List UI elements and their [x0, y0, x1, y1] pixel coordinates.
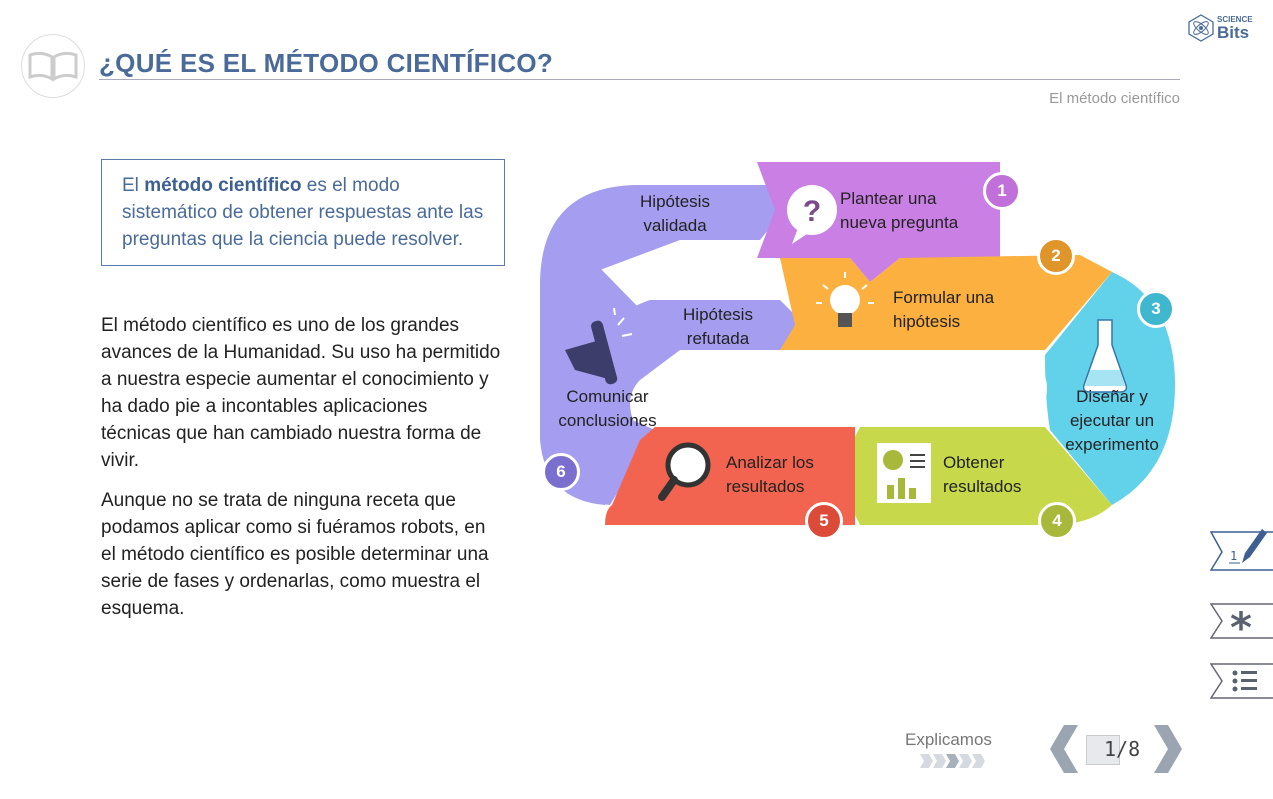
logo-text-top: SCIENCE: [1217, 14, 1253, 24]
lightbulb-icon: [816, 272, 874, 327]
stage-1-shape: [757, 162, 1000, 282]
page-number-input[interactable]: [1086, 735, 1120, 765]
section-label: Explicamos: [905, 730, 992, 749]
stage-6-shape: [540, 185, 800, 505]
progress-chevron: [959, 754, 972, 768]
step-5-label: Analizar los resultados: [726, 453, 814, 496]
progress-chevron: [946, 754, 959, 768]
definition-term: método científico: [144, 175, 302, 196]
stage-6-refuted: [660, 300, 795, 350]
title-divider: [99, 79, 1180, 80]
stage-5-shape: [605, 427, 855, 525]
megaphone-icon: [565, 307, 633, 385]
page-indicator: 1/8: [1104, 737, 1140, 761]
list-icon: [1232, 670, 1257, 692]
stage-4-shape: [835, 427, 1112, 525]
asterisk-icon: *: [1230, 603, 1252, 640]
step-3-badge: 3: [1137, 290, 1175, 328]
progress-chevron: [920, 754, 933, 768]
section-subtitle: El método científico: [1049, 90, 1180, 107]
definition-box: El método científico es el modo sistemát…: [101, 159, 505, 266]
definition-pre: El: [122, 175, 145, 196]
step-2-label: Formular una hipótesis: [893, 288, 995, 331]
step-5-badge: 5: [805, 502, 843, 540]
hypothesis-refuted-label: Hipótesis refutada: [683, 305, 753, 348]
book-icon: [21, 34, 85, 98]
science-bits-logo[interactable]: SCIENCE Bits: [1188, 14, 1253, 42]
hypothesis-validated-label: Hipótesis validada: [640, 192, 710, 235]
step-6-label: Comunicar conclusiones: [558, 387, 657, 430]
pencil-icon: [1242, 529, 1267, 563]
definition-post: es el modo sistemático de obtener respue…: [122, 175, 484, 250]
index-button[interactable]: [1209, 662, 1273, 700]
stage-2-shape: [780, 255, 1112, 350]
page-current: 1: [1104, 737, 1117, 761]
atom-icon: [1188, 14, 1214, 42]
flask-icon: [1082, 319, 1128, 393]
step-4-badge: 4: [1038, 502, 1076, 540]
report-chart-icon: [877, 443, 931, 503]
progress-chevron: [972, 754, 985, 768]
key-points-button[interactable]: *: [1209, 602, 1273, 652]
progress-chevrons: [920, 754, 986, 773]
page-total: /8: [1116, 737, 1141, 761]
step-1-badge: 1: [983, 172, 1021, 210]
page-title: ¿QUÉ ES EL MÉTODO CIENTÍFICO?: [99, 48, 554, 78]
prev-page-button[interactable]: [1050, 725, 1078, 778]
step-3-label: Diseñar y ejecutar un experimento: [1065, 387, 1159, 454]
step-4-label: Obtener resultados: [943, 453, 1022, 496]
progress-chevron: [933, 754, 946, 768]
next-page-button[interactable]: [1154, 725, 1182, 778]
center-hole: [672, 352, 1047, 425]
logo-text-bottom: Bits: [1217, 22, 1250, 42]
step-1-label: Plantear una nueva pregunta: [840, 189, 959, 232]
stage-6-main: [540, 185, 775, 505]
body-paragraph: El método científico es uno de los grand…: [101, 315, 501, 471]
step-2-badge: 2: [1037, 237, 1075, 275]
body-paragraph: Aunque no se trata de ninguna receta que…: [101, 490, 489, 619]
magnifier-icon: [658, 442, 711, 501]
step-6-badge: 6: [542, 453, 580, 491]
notes-button[interactable]: 1: [1209, 525, 1273, 573]
svg-text:?: ?: [803, 195, 821, 228]
notes-number: 1: [1230, 549, 1237, 563]
stage-3-shape: [1045, 272, 1175, 505]
question-bubble-icon: ?: [787, 185, 837, 244]
